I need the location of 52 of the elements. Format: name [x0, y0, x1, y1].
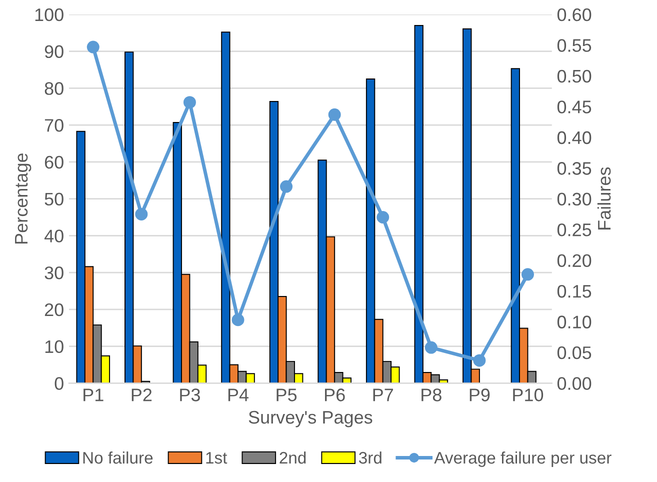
x-tick-label: P3 [180, 388, 200, 402]
point [376, 211, 390, 224]
y-tick-label: 10 [45, 340, 64, 354]
x-tick-label: P5 [276, 388, 297, 402]
x-tick-label: P1 [84, 388, 104, 402]
y2-tick-label: 0.45 [557, 100, 592, 114]
point [86, 40, 100, 54]
y2-tick-label: 0.35 [557, 162, 592, 175]
y-tick-label: 60 [44, 156, 64, 169]
y2-tick-label: 0.15 [557, 284, 592, 298]
y2-tick-label: 0.55 [557, 39, 592, 52]
y2-tick-label: 0.50 [557, 70, 592, 83]
point [328, 108, 341, 121]
x-tick-label: P8 [422, 388, 442, 402]
y2-tick-label: 0.00 [557, 377, 592, 390]
point [135, 208, 148, 220]
y-tick-label: 70 [44, 119, 64, 132]
y2-tick-label: 0.60 [557, 8, 592, 22]
y-tick-label: 100 [35, 8, 64, 22]
y-tick-label: 40 [44, 230, 64, 242]
y-tick-label: 0 [54, 377, 64, 390]
y2-tick-label: 0.30 [557, 192, 592, 206]
point [183, 96, 196, 109]
legend-label: No failure [83, 451, 153, 464]
y-tick-label: 80 [44, 82, 64, 95]
x-tick-label: P9 [470, 388, 490, 402]
y-tick-label: 20 [44, 303, 64, 316]
x-tick-label: P7 [373, 388, 394, 402]
legend-label: Average failure per user [434, 451, 612, 467]
y2-tick-label: 0.20 [557, 254, 592, 267]
y2-tick-label: 0.40 [557, 131, 592, 144]
x-tick-label: P4 [228, 388, 249, 402]
point [424, 341, 438, 354]
legend-label: 3rd [358, 451, 382, 464]
y2-tick-label: 0.10 [557, 316, 592, 328]
x-tick-label: P6 [325, 388, 345, 402]
x-tick-label: P2 [132, 388, 152, 402]
y-tick-label: 90 [44, 45, 64, 58]
y2-tick-label: 0.25 [557, 223, 592, 236]
point [232, 314, 244, 326]
y2-axis-title: Failures [597, 167, 611, 230]
x-axis-title: Survey's Pages [248, 410, 372, 428]
point [473, 354, 486, 367]
y-tick-label: 30 [44, 266, 64, 280]
x-tick-label: P10 [513, 388, 544, 402]
legend-label: 1st [206, 452, 228, 464]
legend-label: 2nd [280, 451, 306, 464]
y-axis-title: Percentage [15, 153, 32, 244]
y2-tick-label: 0.05 [557, 346, 592, 360]
point [280, 180, 293, 193]
point [521, 268, 534, 281]
y-tick-label: 50 [44, 192, 64, 206]
